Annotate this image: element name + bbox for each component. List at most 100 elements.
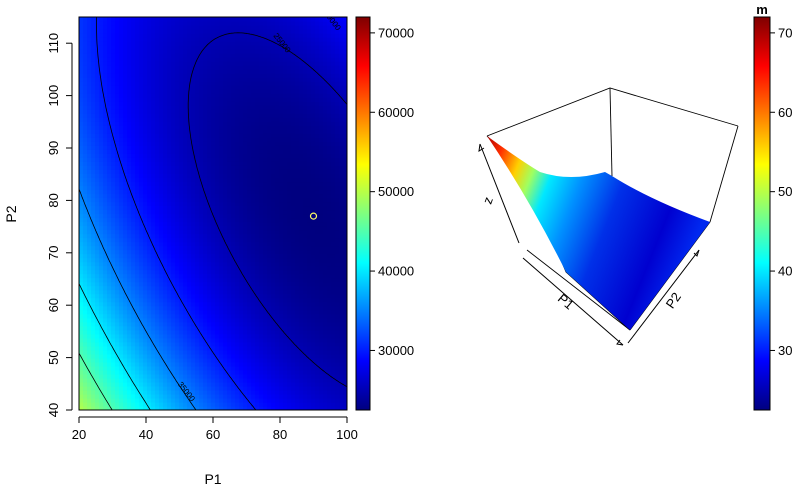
heatmap-cell [171,181,176,187]
heatmap-cell [259,141,264,146]
heatmap-cell [203,89,208,94]
heatmap-cell [275,173,280,179]
heatmap-cell [191,57,196,62]
heatmap-cell [263,189,268,195]
heatmap-cell [115,181,120,187]
heatmap-cell [179,369,184,375]
heatmap-cell [263,369,268,375]
heatmap-cell [247,401,252,407]
heatmap-cell [223,69,228,74]
heatmap-cell [255,333,260,339]
heatmap-cell [95,149,100,154]
heatmap-cell [203,53,208,58]
heatmap-cell [135,273,140,279]
heatmap-cell [259,117,264,122]
heatmap-cell [179,317,184,323]
heatmap-cell [103,341,108,347]
heatmap-cell [147,293,152,299]
heatmap-cell [215,337,220,343]
heatmap-cell [155,233,160,239]
heatmap-cell [247,177,252,183]
heatmap-cell [95,129,100,134]
heatmap-cell [107,217,112,223]
heatmap-cell [263,85,268,90]
heatmap-cell [163,157,168,162]
heatmap-cell [147,281,152,287]
heatmap-cell [139,209,144,215]
heatmap-cell [227,257,232,263]
heatmap-cell [103,49,108,54]
heatmap-cell [227,293,232,299]
heatmap-cell [139,165,144,170]
heatmap-cell [251,117,256,122]
heatmap-cell [135,149,140,154]
heatmap-cell [235,177,240,183]
heatmap-cell [147,297,152,303]
heatmap-cell [179,161,184,166]
heatmap-cell [279,365,284,371]
heatmap-cell [107,397,112,403]
heatmap-cell [79,205,84,211]
heatmap-cell [123,121,128,126]
heatmap-cell [207,329,212,335]
heatmap-cell [119,137,124,142]
heatmap-cell [115,389,120,395]
heatmap-cell [123,401,128,407]
heatmap-cell [171,253,176,259]
heatmap-cell [251,269,256,275]
heatmap-cell [187,241,192,247]
heatmap-cell [247,69,252,74]
heatmap-cell [239,161,244,166]
heatmap-cell [111,93,116,98]
heatmap-cell [219,393,224,399]
heatmap-cell [255,101,260,106]
heatmap-cell [139,365,144,371]
heatmap-cell [259,193,264,199]
heatmap-cell [139,113,144,118]
heatmap-cell [279,265,284,271]
heatmap-cell [211,365,216,371]
heatmap-cell [115,341,120,347]
heatmap-cell [179,333,184,339]
heatmap-cell [83,145,88,150]
heatmap-cell [171,133,176,138]
heatmap-cell [263,137,268,142]
heatmap-cell [211,61,216,66]
heatmap-cell [111,185,116,191]
heatmap-cell [239,129,244,134]
heatmap-cell [103,33,108,38]
heatmap-cell [271,397,276,403]
heatmap-cell [215,81,220,86]
heatmap-cell [139,81,144,86]
heatmap-cell [147,221,152,227]
heatmap-cell [91,321,96,327]
heatmap-cell [211,101,216,106]
heatmap-cell [123,245,128,251]
heatmap-cell [219,265,224,271]
heatmap-cell [239,401,244,407]
heatmap-cell [79,37,84,42]
heatmap-cell [263,281,268,287]
heatmap-cell [255,249,260,255]
heatmap-cell [115,301,120,307]
heatmap-cell [279,273,284,279]
heatmap-cell [191,393,196,399]
heatmap-cell [239,345,244,351]
heatmap-cell [135,385,140,391]
heatmap-cell [255,177,260,183]
heatmap-cell [99,309,104,315]
heatmap-cell [267,45,272,50]
heatmap-cell [243,217,248,223]
heatmap-cell [123,157,128,162]
heatmap-cell [251,221,256,227]
heatmap-cell [219,289,224,295]
heatmap-cell [143,305,148,311]
heatmap-cell [207,157,212,162]
heatmap-cell [127,65,132,70]
heatmap-cell [235,253,240,259]
heatmap-cell [187,189,192,195]
heatmap-cell [87,341,92,347]
heatmap-cell [91,313,96,319]
heatmap-cell [207,201,212,207]
heatmap-cell [195,353,200,359]
